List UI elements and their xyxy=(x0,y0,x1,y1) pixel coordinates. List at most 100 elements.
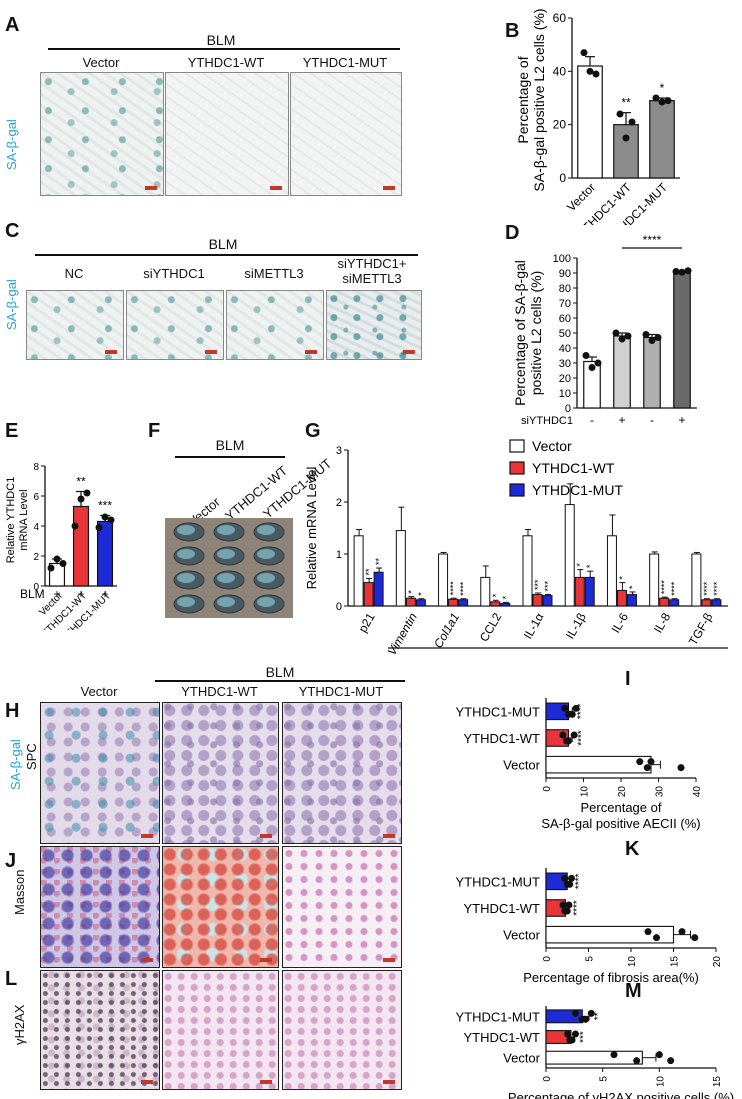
bar xyxy=(542,595,553,607)
panel-label-i: I xyxy=(625,668,631,690)
data-point xyxy=(624,332,632,340)
y-tick-label: 60 xyxy=(553,11,567,25)
data-point xyxy=(53,555,61,563)
micrograph-l-mut xyxy=(282,970,402,1090)
legend-swatch xyxy=(509,483,525,497)
data-point xyxy=(561,704,569,712)
category-label: IL-1α xyxy=(521,610,547,641)
data-point xyxy=(684,267,692,275)
data-point xyxy=(563,737,571,745)
lung-highlight xyxy=(257,525,275,535)
bar xyxy=(649,100,675,179)
panel-h-stain-top: SA-β-gal xyxy=(8,739,23,790)
significance-label: **** xyxy=(449,581,459,596)
legend-label: YTHDC1-WT xyxy=(532,460,615,476)
x-tick-label: 0 xyxy=(542,786,553,792)
lung-highlight xyxy=(217,525,235,535)
lung-highlight xyxy=(257,597,275,607)
panel-l-stain: γH2AX xyxy=(12,1004,27,1045)
bar xyxy=(649,553,660,607)
y-tick-label: 60 xyxy=(559,313,571,325)
panel-label-e: E xyxy=(5,420,19,442)
x-axis-label: BLM xyxy=(554,655,583,658)
legend-swatch xyxy=(509,439,525,453)
comparison-label: **** xyxy=(643,233,662,247)
panel-a-cond-1: YTHDC1-WT xyxy=(187,55,265,70)
data-point xyxy=(678,928,686,936)
y-tick-label: 2 xyxy=(336,497,342,509)
bar xyxy=(584,576,595,607)
micrograph-a-vector xyxy=(40,72,164,196)
bar xyxy=(96,520,114,587)
y-tick-label: 2 xyxy=(33,552,39,563)
bar xyxy=(577,65,603,179)
category-label: IL-6 xyxy=(609,610,632,635)
data-point xyxy=(83,489,91,497)
significance-label: * xyxy=(660,81,665,95)
significance-label: **** xyxy=(712,581,722,596)
y-tick-label: 90 xyxy=(559,268,571,280)
x-tick-label: 5 xyxy=(585,956,596,962)
lung-highlight xyxy=(177,573,195,583)
bar xyxy=(643,336,661,409)
bar xyxy=(405,597,416,607)
data-point xyxy=(588,364,596,371)
y-tick-label: 0 xyxy=(33,582,39,593)
lung-highlight xyxy=(257,573,275,583)
panel-f-treatment: BLM xyxy=(215,437,245,453)
data-point xyxy=(561,874,569,882)
data-point xyxy=(612,329,620,337)
micrograph-c-simettl3 xyxy=(226,290,324,360)
category-label: YTHDC1-WT xyxy=(463,901,540,916)
data-point xyxy=(565,901,573,909)
y-axis-label: Relative YTHDC1mRNA Level xyxy=(5,477,30,564)
data-point xyxy=(59,560,67,567)
significance-label: **** xyxy=(576,730,587,746)
data-point xyxy=(580,49,588,57)
x-tick-label: 10 xyxy=(655,1076,666,1088)
significance-label: ** xyxy=(76,475,86,489)
chart-b: 0204060Vector**YTHDC1-WT*YTHDC1-MUTPerce… xyxy=(515,8,680,225)
significance-label: * xyxy=(575,563,585,567)
design-mark: - xyxy=(590,427,594,428)
panel-label-b: B xyxy=(505,20,520,42)
data-point xyxy=(578,1015,586,1023)
panel-h-treatment: BLM xyxy=(265,664,295,680)
y-tick-label: 50 xyxy=(559,328,571,340)
significance-label: * xyxy=(617,576,627,580)
data-point xyxy=(71,522,79,530)
bar xyxy=(669,599,680,607)
y-tick-label: 40 xyxy=(559,343,571,355)
y-tick-label: 6 xyxy=(33,492,39,503)
significance-label: *** xyxy=(578,1031,589,1043)
panel-a-treatment: BLM xyxy=(206,32,236,48)
row-mark: + xyxy=(53,587,60,601)
design-mark: - xyxy=(650,413,654,427)
category-label: Col1a1 xyxy=(431,611,462,651)
category-label: CCL2 xyxy=(477,610,505,644)
design-row-label: siYTHDC1 xyxy=(521,415,573,427)
category-label: Vector xyxy=(503,758,541,773)
micrograph-a-mut xyxy=(290,72,402,196)
y-tick-label: 80 xyxy=(559,283,571,295)
data-point xyxy=(582,352,590,359)
x-axis-label: Percentage of fibrosis area(%) xyxy=(523,970,699,985)
data-point xyxy=(636,758,644,766)
bar xyxy=(480,576,491,607)
legend-swatch xyxy=(509,461,525,475)
panel-label-c: C xyxy=(5,220,20,242)
significance-label: *** xyxy=(543,581,553,592)
panel-label-d: D xyxy=(505,222,520,244)
data-point xyxy=(622,134,630,142)
y-tick-label: 3 xyxy=(336,445,342,457)
micrograph-h-vector xyxy=(40,702,160,844)
x-axis-label: Percentage of γH2AX positive cells (%) xyxy=(508,1090,734,1099)
x-tick-label: 5 xyxy=(599,1076,610,1082)
design-mark: - xyxy=(590,413,594,427)
y-tick-label: 20 xyxy=(553,118,567,132)
chart-i: 0 10 20 30 40 YTHDC1-MUT **** YTHDC1-WT **** Vect… xyxy=(456,698,703,831)
significance-label: * xyxy=(406,590,416,594)
bar xyxy=(458,599,469,607)
category-label: YTHDC1-MUT xyxy=(456,874,541,889)
